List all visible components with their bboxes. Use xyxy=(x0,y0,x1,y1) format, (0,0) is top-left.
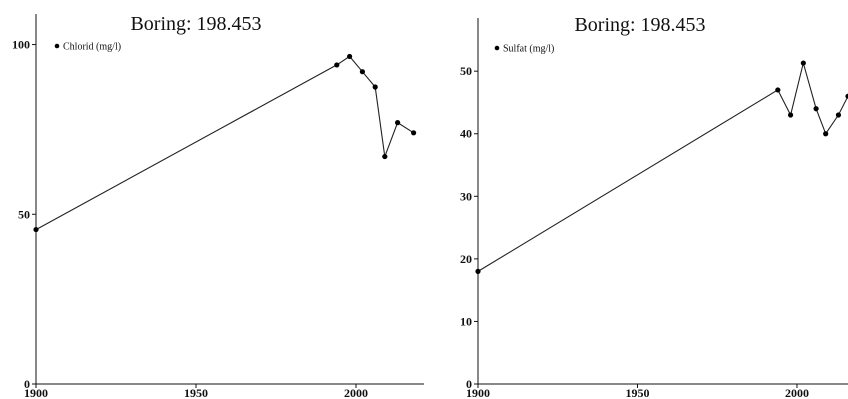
legend-label: Sulfat (mg/l) xyxy=(503,44,554,55)
legend-marker xyxy=(54,43,60,49)
data-point xyxy=(33,226,39,233)
data-point xyxy=(823,131,829,137)
data-point xyxy=(359,69,365,75)
y-tick-label: 10 xyxy=(460,314,472,328)
data-point xyxy=(835,112,842,118)
data-point xyxy=(334,62,340,68)
x-tick-label: 1950 xyxy=(625,386,649,399)
data-point xyxy=(382,153,388,160)
x-tick-label: 1900 xyxy=(24,386,48,399)
chloride-chart: Boring: 198.453 Chlorid (mg/l) 0 50 100 190… xyxy=(12,13,424,399)
data-point xyxy=(787,112,794,118)
y-tick-label: 20 xyxy=(460,252,472,266)
data-point xyxy=(372,84,378,90)
x-tick-label: 1950 xyxy=(184,386,208,399)
sulfate-chart-svg: Boring: 198.453 Sulfat (mg/l) 0 10 20 30 40 5… xyxy=(460,14,848,399)
chart-title: Boring: 198.453 xyxy=(130,13,261,35)
sulfate-marks: 0 10 20 30 40 50 1900 1950 2000 xyxy=(460,60,848,399)
y-tick-label: 30 xyxy=(460,189,472,203)
data-point xyxy=(395,120,401,126)
data-point xyxy=(845,93,848,99)
y-tick-label: 50 xyxy=(460,64,472,78)
y-tick-label: 0 xyxy=(24,377,30,391)
x-tick-label: 1900 xyxy=(466,386,490,399)
data-point xyxy=(411,130,417,136)
chloride-marks: 0 50 100 1900 1950 2000 xyxy=(12,38,417,399)
legend-label: Chlorid (mg/l) xyxy=(63,42,121,53)
y-tick-label: 50 xyxy=(18,207,30,221)
x-tick-label: 2000 xyxy=(344,386,368,399)
data-point xyxy=(475,268,481,274)
data-point xyxy=(775,87,781,93)
chloride-chart-svg: Boring: 198.453 Chlorid (mg/l) 0 50 100 190… xyxy=(12,13,424,399)
y-tick-label: 100 xyxy=(12,38,30,52)
y-tick-label: 0 xyxy=(466,377,472,391)
legend-marker xyxy=(494,45,500,51)
series-line xyxy=(477,60,848,272)
sulfate-chart: Boring: 198.453 Sulfat (mg/l) 0 10 20 30 40 5… xyxy=(424,0,848,399)
data-point xyxy=(813,106,819,112)
data-point xyxy=(800,60,806,66)
chart-title: Boring: 198.453 xyxy=(574,14,705,36)
data-point xyxy=(347,53,353,60)
x-tick-label: 2000 xyxy=(785,386,809,399)
series-line xyxy=(35,55,414,231)
y-tick-label: 40 xyxy=(460,127,472,141)
